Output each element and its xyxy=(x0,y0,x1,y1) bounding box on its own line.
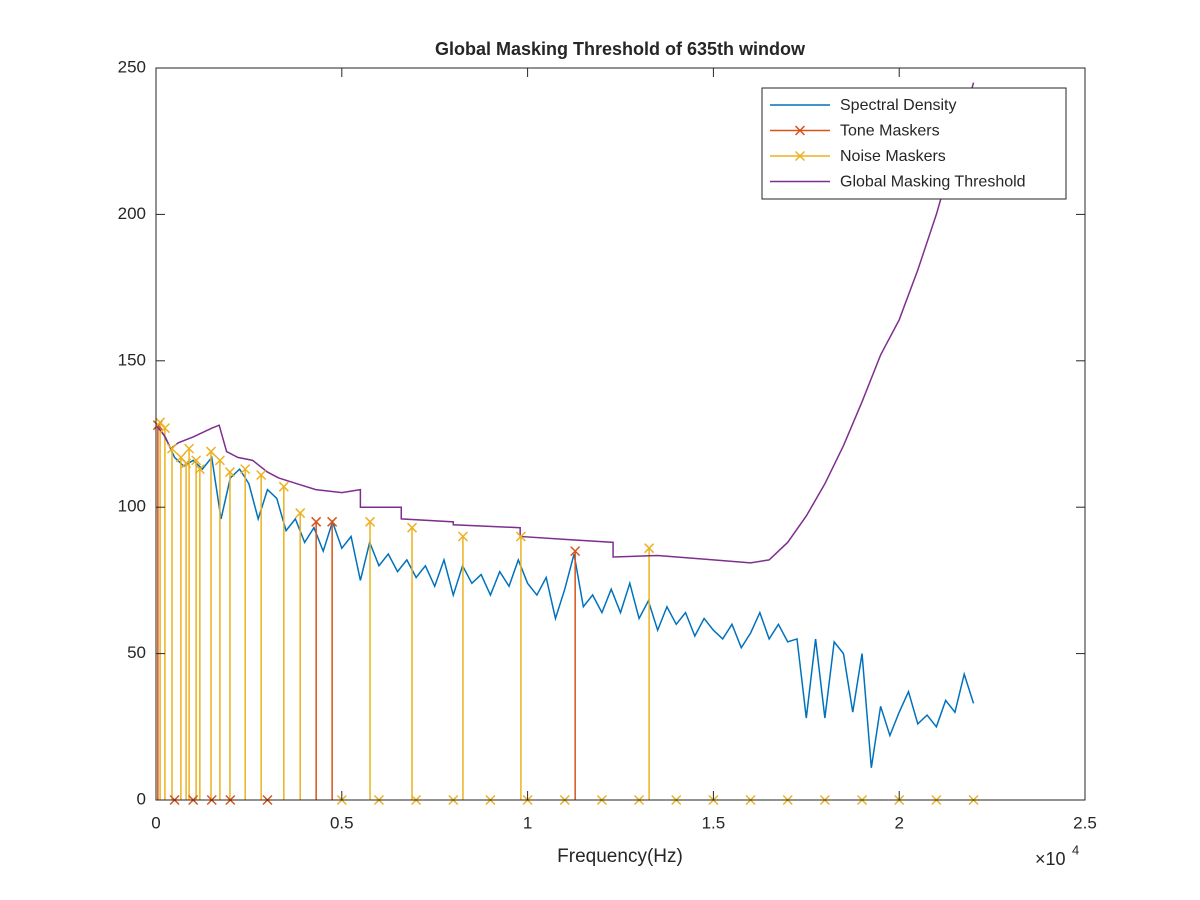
series-line xyxy=(156,424,975,768)
x-multiplier-exponent: 4 xyxy=(1072,842,1079,857)
y-tick-label: 0 xyxy=(137,789,146,808)
x-tick-label: 1 xyxy=(523,813,532,832)
stem-marker xyxy=(181,458,192,469)
stem-marker xyxy=(515,531,526,542)
y-tick-label: 250 xyxy=(118,57,146,76)
stem-marker xyxy=(365,516,376,527)
chart-title: Global Masking Threshold of 635th window xyxy=(435,39,806,59)
legend: Spectral Density Tone Maskers Noise Masker… xyxy=(761,87,1067,200)
x-tick-label: 1.5 xyxy=(702,813,726,832)
stem-marker xyxy=(644,543,655,554)
legend-marker xyxy=(794,150,806,162)
stem-marker xyxy=(407,522,418,533)
stem-marker xyxy=(214,455,225,466)
stem-marker xyxy=(159,423,170,434)
y-tick-label: 50 xyxy=(127,643,146,662)
x-tick-label: 0 xyxy=(151,813,160,832)
stem-marker xyxy=(327,516,338,527)
y-tick-label: 200 xyxy=(118,204,146,223)
y-tick-label: 100 xyxy=(118,497,146,516)
legend-label: Global Masking Threshold xyxy=(840,174,1026,191)
x-tick-label: 0.5 xyxy=(330,813,354,832)
stem-marker xyxy=(166,443,178,454)
plot-layer xyxy=(156,82,975,800)
stem-marker xyxy=(184,443,195,454)
x-axis-label: Frequency(Hz) xyxy=(557,846,683,867)
stem-marker xyxy=(191,455,202,466)
legend-label: Spectral Density xyxy=(840,97,957,114)
x-tick-label: 2 xyxy=(894,813,903,832)
stem-marker xyxy=(194,464,205,475)
legend-marker xyxy=(794,125,806,136)
stem-marker xyxy=(457,531,468,542)
axes-box xyxy=(155,67,1086,801)
stem-marker xyxy=(295,508,306,519)
y-tick-label: 150 xyxy=(118,350,146,369)
legend-label: Noise Maskers xyxy=(840,148,946,165)
stem-marker xyxy=(278,481,289,492)
stem-marker xyxy=(205,446,217,457)
stem-marker xyxy=(311,516,322,527)
stem-marker xyxy=(570,546,581,557)
stem-marker xyxy=(256,469,267,481)
stem-marker xyxy=(224,467,235,478)
series-line xyxy=(156,82,975,564)
x-tick-label: 2.5 xyxy=(1073,813,1097,832)
stem-marker xyxy=(240,464,251,475)
legend-label: Tone Maskers xyxy=(840,123,940,140)
legend-box xyxy=(761,87,1067,200)
x-multiplier: ×10 xyxy=(1035,849,1066,869)
